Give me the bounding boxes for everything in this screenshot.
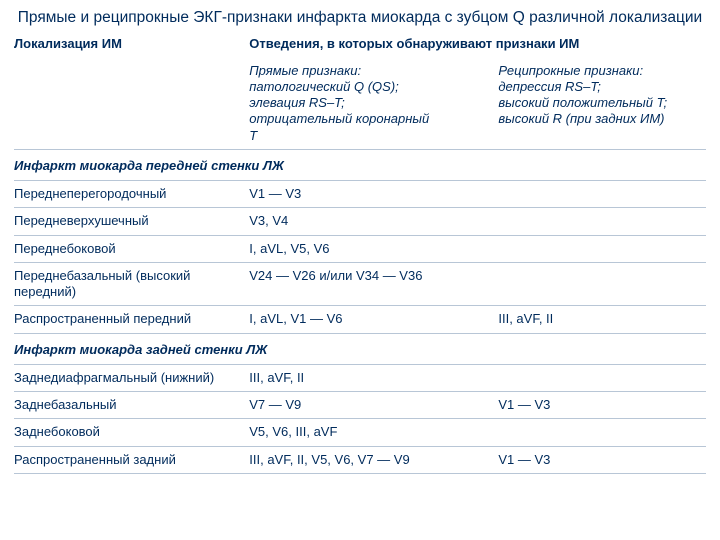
direct-cell: I, aVL, V5, V6: [249, 235, 498, 262]
direct-cell: V7 — V9: [249, 392, 498, 419]
loc-cell: Заднебоковой: [14, 419, 249, 446]
direct-cell: III, aVF, II, V5, V6, V7 — V9: [249, 446, 498, 473]
table-row: Распространенный задний III, aVF, II, V5…: [14, 446, 706, 473]
recip-cell: [498, 364, 706, 391]
loc-cell: Передневерхушечный: [14, 208, 249, 235]
direct-cell: V3, V4: [249, 208, 498, 235]
subheader-row: Прямые признаки: патологический Q (QS); …: [14, 58, 706, 150]
table-row: Заднебоковой V5, V6, III, aVF: [14, 419, 706, 446]
header-row: Локализация ИМ Отведения, в которых обна…: [14, 31, 706, 57]
section2-header: Инфаркт миокарда задней стенки ЛЖ: [14, 333, 706, 364]
loc-cell: Переднебазальный (высокий передний): [14, 262, 249, 306]
table-row: Переднебоковой I, aVL, V5, V6: [14, 235, 706, 262]
loc-cell: Заднедиафрагмальный (нижний): [14, 364, 249, 391]
loc-cell: Переднебоковой: [14, 235, 249, 262]
loc-cell: Заднебазальный: [14, 392, 249, 419]
direct-cell: V5, V6, III, aVF: [249, 419, 498, 446]
reciprocal-signs-header: Реципрокные признаки: депрессия RS–T; вы…: [498, 58, 706, 150]
table-row: Заднедиафрагмальный (нижний) III, aVF, I…: [14, 364, 706, 391]
ecg-table: Локализация ИМ Отведения, в которых обна…: [14, 31, 706, 474]
col-localization: Локализация ИМ: [14, 31, 249, 57]
table-row: Передневерхушечный V3, V4: [14, 208, 706, 235]
loc-cell: Переднеперегородочный: [14, 181, 249, 208]
recip-cell: V1 — V3: [498, 392, 706, 419]
col-leads: Отведения, в которых обнаруживают призна…: [249, 31, 706, 57]
recip-cell: [498, 181, 706, 208]
loc-cell: Распространенный задний: [14, 446, 249, 473]
table-row: Заднебазальный V7 — V9 V1 — V3: [14, 392, 706, 419]
recip-cell: III, aVF, II: [498, 306, 706, 333]
section1-header: Инфаркт миокарда передней стенки ЛЖ: [14, 149, 706, 180]
recip-cell: V1 — V3: [498, 446, 706, 473]
direct-cell: V24 — V26 и/или V34 — V36: [249, 262, 498, 306]
table-row: Переднеперегородочный V1 — V3: [14, 181, 706, 208]
table-row: Распространенный передний I, aVL, V1 — V…: [14, 306, 706, 333]
direct-cell: III, aVF, II: [249, 364, 498, 391]
recip-cell: [498, 262, 706, 306]
recip-cell: [498, 235, 706, 262]
section2-title: Инфаркт миокарда задней стенки ЛЖ: [14, 333, 706, 364]
loc-cell: Распространенный передний: [14, 306, 249, 333]
recip-cell: [498, 208, 706, 235]
direct-cell: V1 — V3: [249, 181, 498, 208]
table-row: Переднебазальный (высокий передний) V24 …: [14, 262, 706, 306]
page-title: Прямые и реципрокные ЭКГ-признаки инфарк…: [14, 8, 706, 27]
direct-cell: I, aVL, V1 — V6: [249, 306, 498, 333]
direct-signs-header: Прямые признаки: патологический Q (QS); …: [249, 58, 498, 150]
recip-cell: [498, 419, 706, 446]
section1-title: Инфаркт миокарда передней стенки ЛЖ: [14, 149, 706, 180]
